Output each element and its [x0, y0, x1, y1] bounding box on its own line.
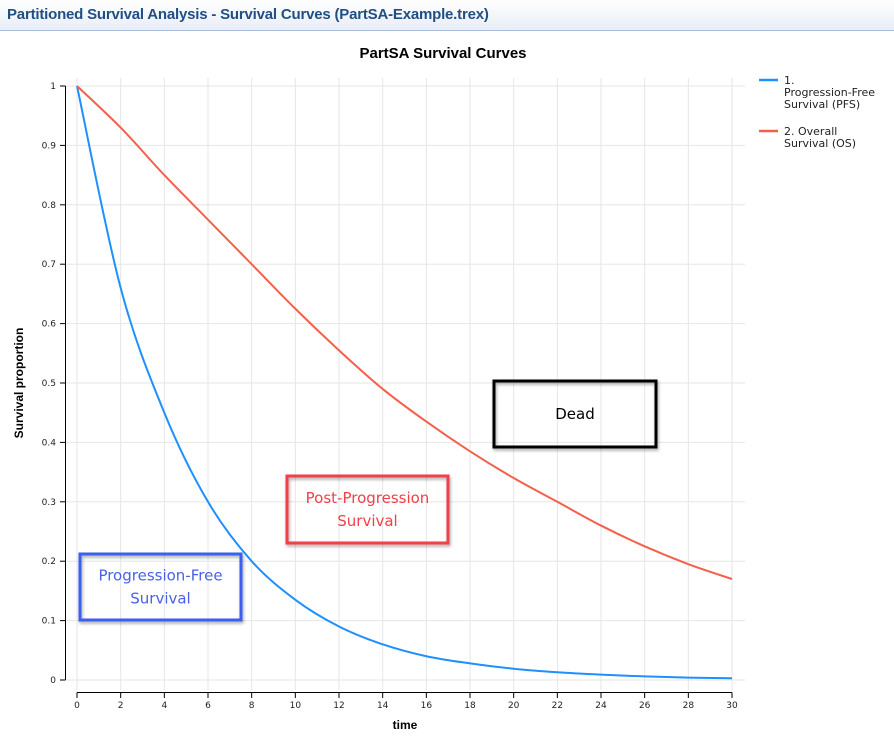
x-tick-label: 2: [118, 701, 124, 711]
x-tick-label: 0: [74, 701, 80, 711]
grid-lines: [66, 78, 745, 690]
y-tick-label: 0.6: [42, 320, 57, 330]
annotation-text: Progression-Free: [98, 567, 222, 585]
x-tick-label: 12: [333, 701, 344, 711]
y-tick-label: 0.4: [42, 438, 57, 448]
y-tick-label: 0.2: [42, 557, 56, 567]
series-lines: [76, 85, 733, 680]
x-tick-label: 18: [464, 701, 476, 711]
x-tick-label: 22: [552, 701, 563, 711]
axes: 00.10.20.30.40.50.60.70.80.910 2 4 6 8 10 12 14…: [42, 82, 738, 711]
post-progression-annotation: Post-Progression Survival: [285, 474, 450, 545]
chart-title: PartSA Survival Curves: [359, 45, 526, 62]
y-tick-label: 1: [50, 82, 56, 92]
y-tick-label: 0.8: [42, 201, 57, 211]
legend-label: 1.: [784, 74, 795, 87]
window-titlebar: Partitioned Survival Analysis - Survival…: [0, 0, 894, 31]
legend-label: Survival (PFS): [784, 98, 860, 111]
window-title: Partitioned Survival Analysis - Survival…: [7, 6, 489, 23]
dead-annotation: Dead: [492, 379, 658, 449]
y-tick-label: 0: [50, 676, 56, 686]
annotations: DeadPost-ProgressionSurvivalProgression-…: [78, 379, 658, 622]
x-tick-label: 4: [161, 701, 167, 711]
x-tick-label: 10: [290, 701, 302, 711]
x-tick-label: 26: [639, 701, 651, 711]
y-tick-label: 0.5: [42, 379, 56, 389]
x-tick-label: 16: [421, 701, 433, 711]
annotation-text: Survival: [337, 512, 397, 530]
x-tick-label: 6: [205, 701, 211, 711]
x-tick-label: 8: [249, 701, 255, 711]
legend-label: Survival (OS): [784, 137, 856, 150]
y-tick-label: 0.7: [42, 260, 56, 270]
x-tick-label: 24: [595, 701, 607, 711]
x-tick-label: 14: [377, 701, 389, 711]
y-tick-label: 0.3: [42, 498, 56, 508]
x-axis-label: time: [393, 718, 418, 732]
legend-label: 2. Overall: [784, 125, 837, 138]
pfs-curve: [76, 85, 733, 680]
annotation-text: Survival: [130, 590, 190, 608]
progression-free-annotation: Progression-Free Survival: [78, 552, 243, 622]
x-tick-label: 30: [726, 701, 738, 711]
x-tick-label: 20: [508, 701, 520, 711]
x-tick-label: 28: [683, 701, 695, 711]
y-axis-label: Survival proportion: [12, 328, 26, 439]
y-tick-label: 0.1: [42, 617, 56, 627]
annotation-text: Dead: [555, 405, 595, 423]
y-tick-label: 0.9: [42, 141, 57, 151]
os-curve: [76, 85, 733, 580]
annotation-text: Post-Progression: [306, 489, 430, 507]
legend-label: Progression-Free: [784, 86, 875, 99]
